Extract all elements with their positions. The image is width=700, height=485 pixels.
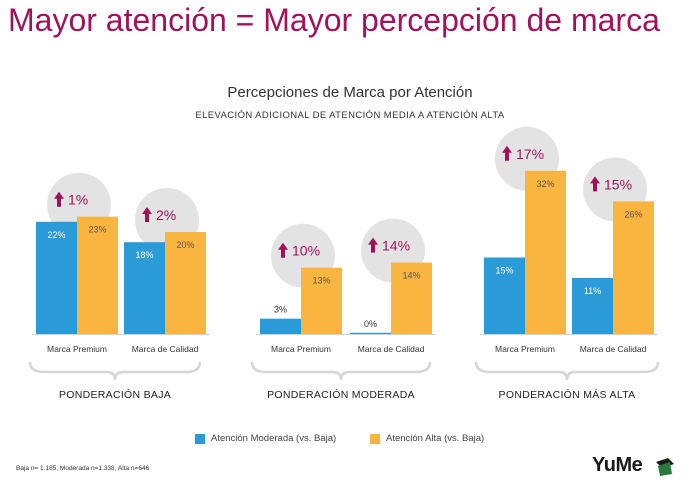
- bar-value-label-moderada: 3%: [274, 305, 287, 315]
- up-arrow-icon: [278, 242, 288, 258]
- group-label: PONDERACIÓN BAJA: [59, 388, 171, 401]
- legend-swatch-alta: [370, 433, 380, 444]
- uplift-value: 2%: [156, 207, 176, 223]
- legend-label-moderada: Atención Moderada (vs. Baja): [211, 433, 337, 444]
- category-label: Marca Premium: [271, 344, 331, 354]
- bar-moderada: [124, 242, 165, 334]
- uplift-value: 1%: [68, 192, 88, 208]
- uplift-value: 17%: [516, 146, 544, 162]
- bar-alta: [77, 216, 118, 334]
- uplift-value: 15%: [604, 176, 632, 192]
- bar-value-label-moderada: 18%: [135, 250, 153, 260]
- bar-moderada: [260, 318, 301, 334]
- category-label: Marca Premium: [47, 344, 107, 354]
- up-arrow-icon: [54, 191, 64, 207]
- bar-moderada: [572, 277, 613, 334]
- bar-value-label-alta: 23%: [88, 225, 106, 235]
- bar-moderada: [350, 332, 391, 334]
- yume-logo: YuMe: [592, 454, 643, 476]
- category-label: Marca de Calidad: [132, 344, 199, 354]
- slide-title: Mayor atención = Mayor percepción de mar…: [8, 2, 660, 38]
- bar-value-label-moderada: 0%: [364, 319, 377, 329]
- bar-moderada: [36, 221, 77, 334]
- logo-mark-icon: [656, 458, 674, 476]
- bar-alta: [391, 262, 432, 334]
- bar-value-label-moderada: 15%: [495, 266, 513, 276]
- category-label: Marca de Calidad: [358, 344, 425, 354]
- bar-value-label-moderada: 22%: [47, 230, 65, 240]
- uplift-value: 10%: [292, 243, 320, 259]
- uplift-value: 14%: [382, 238, 410, 254]
- group-label: PONDERACIÓN MODERADA: [267, 388, 415, 401]
- bar-alta: [301, 267, 342, 334]
- bar-value-label-alta: 14%: [402, 271, 420, 281]
- legend-swatch-moderada: [195, 433, 205, 444]
- bar-value-label-moderada: 11%: [584, 286, 601, 296]
- group-bracket: [250, 361, 432, 381]
- footnote: Baja n= 1.185, Moderada n=1.338, Alta n=…: [16, 465, 150, 472]
- bar-value-label-alta: 32%: [536, 179, 554, 189]
- chart-title: Percepciones de Marca por Atención: [227, 84, 473, 101]
- group-label: PONDERACIÓN MÁS ALTA: [499, 388, 636, 401]
- bar-value-label-alta: 13%: [312, 276, 330, 286]
- up-arrow-icon: [368, 237, 378, 253]
- up-arrow-icon: [142, 207, 152, 222]
- bar-alta: [613, 201, 654, 334]
- legend-item-alta: Atención Alta (vs. Baja): [370, 433, 484, 444]
- category-label: Marca de Calidad: [580, 344, 647, 354]
- legend-label-alta: Atención Alta (vs. Baja): [386, 433, 485, 444]
- legend-item-moderada: Atención Moderada (vs. Baja): [195, 433, 336, 444]
- group-bracket: [474, 361, 660, 381]
- bar-value-label-alta: 26%: [624, 209, 642, 219]
- chart-subtitle: ELEVACIÓN ADICIONAL DE ATENCIÓN MEDIA A …: [195, 110, 505, 121]
- up-arrow-icon: [590, 176, 600, 192]
- bar-alta: [165, 232, 206, 334]
- bar-moderada: [484, 257, 525, 334]
- group-bracket: [28, 361, 202, 381]
- up-arrow-icon: [502, 145, 512, 161]
- bar-value-label-alta: 20%: [176, 240, 194, 250]
- category-label: Marca Premium: [495, 344, 555, 354]
- bar-alta: [525, 170, 566, 334]
